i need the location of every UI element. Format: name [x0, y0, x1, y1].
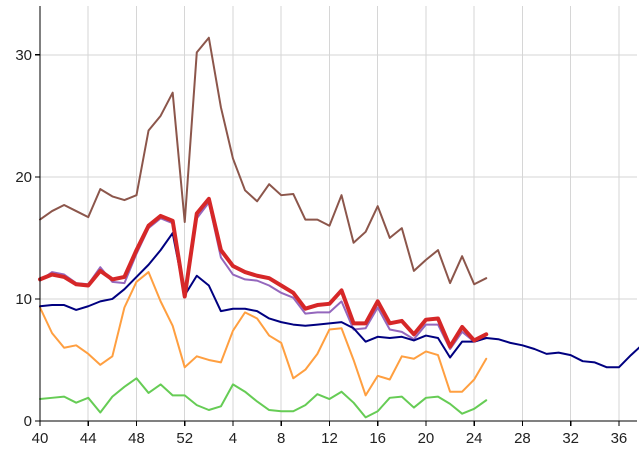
x-tick-label: 32 [562, 430, 579, 447]
series-line-5 [39, 232, 639, 369]
y-tick-label: 20 [15, 169, 32, 186]
series-line-1 [39, 36, 488, 286]
series-line-4 [39, 377, 488, 419]
series-group [38, 36, 639, 419]
series-line-3 [39, 271, 488, 397]
x-tick-label: 4 [229, 430, 237, 447]
x-tick-label: 36 [611, 430, 628, 447]
x-tick-label: 20 [418, 430, 435, 447]
grid [39, 6, 637, 422]
series-line-2 [39, 201, 488, 350]
x-tick-label: 16 [369, 430, 386, 447]
x-tick-label: 48 [128, 430, 145, 447]
x-tick-label: 28 [514, 430, 531, 447]
x-tick-label: 44 [80, 430, 97, 447]
x-tick-label: 8 [277, 430, 285, 447]
x-tick-label: 24 [466, 430, 483, 447]
x-tick-label: 52 [176, 430, 193, 447]
y-tick-label: 0 [24, 413, 32, 430]
x-tick-label: 12 [321, 430, 338, 447]
series-line-6 [38, 196, 489, 349]
y-tick-label: 30 [15, 47, 32, 64]
y-tick-label: 10 [15, 291, 32, 308]
x-tick-label: 40 [32, 430, 49, 447]
